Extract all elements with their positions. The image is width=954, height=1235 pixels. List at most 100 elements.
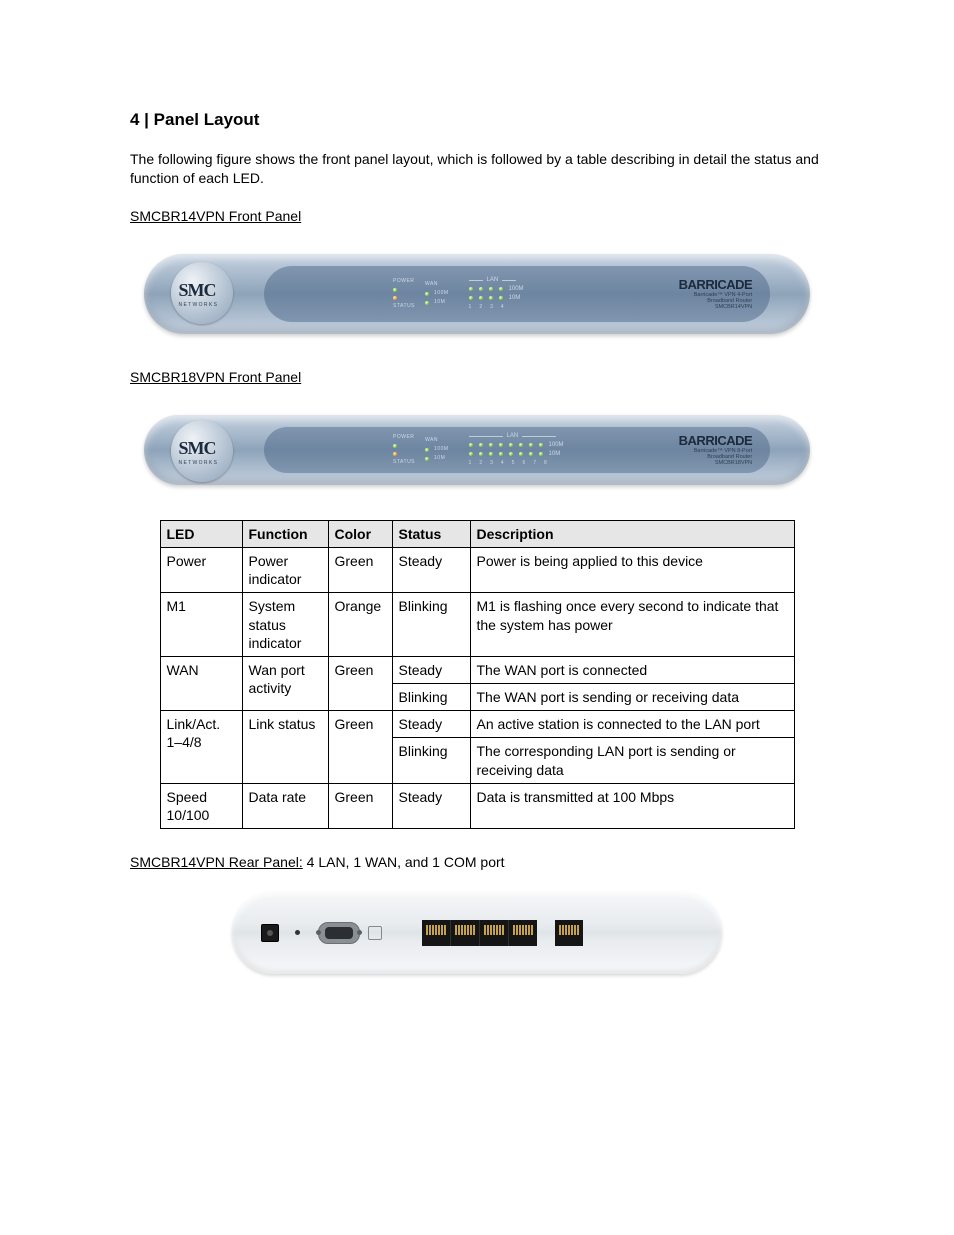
lan-port-number: 3 xyxy=(490,304,493,310)
lan-led-icon xyxy=(479,443,483,447)
table-header-function: Function xyxy=(242,520,328,547)
lan-led-icon xyxy=(469,287,473,291)
cell-led: WAN xyxy=(160,656,242,710)
lan-100m-label: 100M xyxy=(509,286,524,292)
cell-status: Steady xyxy=(392,783,470,828)
serial-com-port-icon xyxy=(318,922,360,944)
table-header-description: Description xyxy=(470,520,794,547)
cell-function: Link status xyxy=(242,711,328,784)
wan-100m-label: 100M xyxy=(434,447,449,452)
cell-color: Green xyxy=(328,547,392,592)
lan-10m-label: 10M xyxy=(549,451,561,457)
cell-status: Blinking xyxy=(392,684,470,711)
cell-status: Blinking xyxy=(392,593,470,657)
lan-led-icon xyxy=(489,287,493,291)
lan-port-number: 3 xyxy=(490,460,493,466)
cell-led: Link/Act. 1–4/8 xyxy=(160,711,242,784)
lan-led-icon xyxy=(489,296,493,300)
lan-port-number: 5 xyxy=(512,460,515,466)
barricade-brand-block: BARRICADE Barricade™ VPN 4-Port Broadban… xyxy=(679,277,757,310)
lan-led-icon xyxy=(529,443,533,447)
lan-led-icon xyxy=(499,296,503,300)
table-row: Speed 10/100 Data rate Green Steady Data… xyxy=(160,783,794,828)
smc-logo-disc: SMC N E T W O R K S xyxy=(171,262,233,324)
wan-rj45-group xyxy=(555,920,583,946)
lan-port-number: 1 xyxy=(469,460,472,466)
status-label: STATUS xyxy=(393,304,415,309)
table-row: Power Power indicator Green Steady Power… xyxy=(160,547,794,592)
router-rear-face xyxy=(247,909,707,956)
lan-port-number: 4 xyxy=(501,460,504,466)
rj45-port-icon xyxy=(555,920,583,946)
power-status-block: POWER STATUS xyxy=(393,279,415,309)
cell-description: M1 is flashing once every second to indi… xyxy=(470,593,794,657)
smc-logo-subtext: N E T W O R K S xyxy=(179,460,217,466)
front-panel-1-caption: SMCBR14VPN Front Panel xyxy=(130,208,301,224)
cell-status: Steady xyxy=(392,711,470,738)
table-row: WAN Wan port activity Green Steady The W… xyxy=(160,656,794,683)
lan-led-icon xyxy=(499,287,503,291)
wan-10m-led-icon xyxy=(425,457,429,461)
lan-100m-label: 100M xyxy=(549,442,564,448)
dc-power-jack-icon xyxy=(261,924,279,942)
serial-label-icon xyxy=(368,926,382,940)
cell-description: Power is being applied to this device xyxy=(470,547,794,592)
power-status-block: POWER STATUS xyxy=(393,435,415,465)
cell-color: Orange xyxy=(328,593,392,657)
wan-100m-label: 100M xyxy=(434,291,449,296)
cell-description: The corresponding LAN port is sending or… xyxy=(470,738,794,783)
rear-panel-caption-rest: 4 LAN, 1 WAN, and 1 COM port xyxy=(303,854,505,870)
page-heading: 4 | Panel Layout xyxy=(130,110,824,130)
router-chassis: SMC N E T W O R K S POWER STATUS WAN 100… xyxy=(144,415,810,485)
table-header-row: LED Function Color Status Description xyxy=(160,520,794,547)
wan-100m-led-icon xyxy=(425,292,429,296)
lan-label: LAN xyxy=(507,433,519,439)
wan-10m-label: 10M xyxy=(434,456,445,461)
cell-function: Data rate xyxy=(242,783,328,828)
smc-logo-subtext: N E T W O R K S xyxy=(179,302,217,308)
cell-led: Speed 10/100 xyxy=(160,783,242,828)
router-led-face: POWER STATUS WAN 100M 10M LAN xyxy=(264,266,770,322)
smc-logo-text: SMC xyxy=(179,438,216,459)
cell-color: Green xyxy=(328,783,392,828)
cell-description: An active station is connected to the LA… xyxy=(470,711,794,738)
wan-block: WAN 100M 10M xyxy=(425,438,449,461)
cell-status: Steady xyxy=(392,656,470,683)
cell-status: Blinking xyxy=(392,738,470,783)
router-chassis: SMC N E T W O R K S POWER STATUS WAN 100… xyxy=(144,254,810,334)
cell-led: Power xyxy=(160,547,242,592)
wan-100m-led-icon xyxy=(425,448,429,452)
status-label: STATUS xyxy=(393,460,415,465)
lan-led-icon xyxy=(539,452,543,456)
table-header-color: Color xyxy=(328,520,392,547)
power-led-icon xyxy=(393,444,397,448)
lan-port-number: 1 xyxy=(469,304,472,310)
rear-panel-caption-row: SMCBR14VPN Rear Panel: 4 LAN, 1 WAN, and… xyxy=(130,854,824,870)
cell-led: M1 xyxy=(160,593,242,657)
front-panel-2-caption: SMCBR18VPN Front Panel xyxy=(130,369,301,385)
wan-label: WAN xyxy=(425,282,449,287)
router-led-face: POWER STATUS WAN 100M 10M LAN xyxy=(264,427,770,473)
wan-label: WAN xyxy=(425,438,449,443)
power-label: POWER xyxy=(393,435,415,440)
wan-10m-label: 10M xyxy=(434,300,445,305)
power-led-icon xyxy=(393,288,397,292)
cell-status: Steady xyxy=(392,547,470,592)
power-label: POWER xyxy=(393,279,415,284)
reset-pinhole-icon xyxy=(295,930,300,935)
lan-led-icon xyxy=(519,443,523,447)
lan-port-number: 8 xyxy=(544,460,547,466)
cell-color: Green xyxy=(328,656,392,710)
lan-port-number: 2 xyxy=(479,304,482,310)
lan-led-icon xyxy=(469,296,473,300)
rj45-port-icon xyxy=(479,920,508,946)
table-header-status: Status xyxy=(392,520,470,547)
lan-10m-label: 10M xyxy=(509,295,521,301)
lan-led-icon xyxy=(469,443,473,447)
rj45-port-icon xyxy=(508,920,537,946)
lan-led-icon xyxy=(479,452,483,456)
rj45-port-icon xyxy=(422,920,450,946)
smc-logo-text: SMC xyxy=(179,280,216,301)
table-row: Link/Act. 1–4/8 Link status Green Steady… xyxy=(160,711,794,738)
lan-block-8: LAN 100M 10M 1 2 3 4 xyxy=(469,433,564,466)
